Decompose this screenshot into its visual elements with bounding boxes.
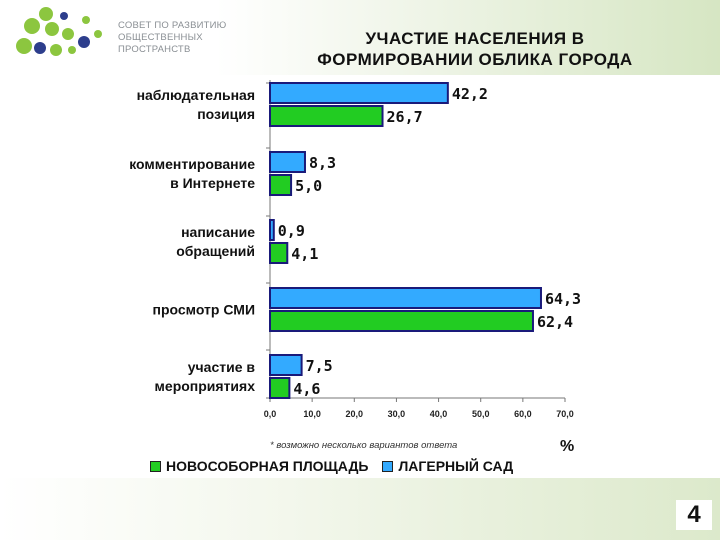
data-label: 7,5 (306, 357, 333, 375)
bar-lagerny-sad (269, 219, 275, 241)
data-label: 8,3 (309, 154, 336, 172)
data-label: 0,9 (278, 222, 305, 240)
x-tick-label: 20,0 (346, 409, 364, 419)
bar-lagerny-sad (269, 287, 542, 309)
organization-name-line: ОБЩЕСТВЕННЫХ (118, 32, 203, 43)
category-label: комментирование (129, 156, 255, 172)
category-label: просмотр СМИ (153, 302, 255, 318)
slide-title-line: УЧАСТИЕ НАСЕЛЕНИЯ В (365, 29, 585, 48)
category-label: участие в (188, 359, 256, 375)
data-label: 4,6 (293, 380, 320, 398)
organization-name-line: СОВЕТ ПО РАЗВИТИЮ (118, 20, 227, 31)
bar-novosobornaya (269, 105, 384, 127)
x-tick-label: 70,0 (556, 409, 574, 419)
category-label: написание (181, 224, 255, 240)
x-axis-unit-label: % (560, 438, 575, 455)
logo-circles-icon (16, 7, 102, 56)
slide-title-line: ФОРМИРОВАНИИ ОБЛИКА ГОРОДА (317, 50, 633, 69)
x-tick-label: 50,0 (472, 409, 490, 419)
data-label: 5,0 (295, 177, 322, 195)
x-tick-label: 60,0 (514, 409, 532, 419)
page-number: 4 (676, 500, 712, 530)
legend-item-lagerny-sad: ЛАГЕРНЫЙ САД (382, 458, 513, 474)
bar-novosobornaya (269, 377, 291, 399)
data-label: 4,1 (291, 245, 318, 263)
chart-legend: НОВОСОБОРНАЯ ПЛОЩАДЬ ЛАГЕРНЫЙ САД (150, 457, 527, 475)
x-tick-label: 10,0 (303, 409, 321, 419)
data-label: 42,2 (452, 85, 488, 103)
footer-background (0, 478, 720, 540)
bar-novosobornaya (269, 174, 293, 196)
bar-lagerny-sad (269, 151, 306, 173)
category-label: мероприятиях (155, 378, 256, 394)
category-label: обращений (176, 243, 255, 259)
category-label: в Интернете (170, 175, 255, 191)
header-background (0, 0, 720, 75)
x-tick-label: 30,0 (388, 409, 406, 419)
x-tick-label: 0,0 (264, 409, 277, 419)
slide-title: УЧАСТИЕ НАСЕЛЕНИЯ В ФОРМИРОВАНИИ ОБЛИКА … (260, 28, 690, 70)
bar-novosobornaya (269, 242, 289, 264)
bar-novosobornaya (269, 310, 534, 332)
legend-item-novosobornaya: НОВОСОБОРНАЯ ПЛОЩАДЬ (150, 458, 368, 474)
legend-label: НОВОСОБОРНАЯ ПЛОЩАДЬ (166, 458, 369, 474)
footnote: * возможно несколько вариантов ответа (270, 440, 458, 451)
organization-logo: СОВЕТ ПО РАЗВИТИЮ ОБЩЕСТВЕННЫХ ПРОСТРАНС… (14, 6, 234, 66)
organization-name: СОВЕТ ПО РАЗВИТИЮ ОБЩЕСТВЕННЫХ ПРОСТРАНС… (118, 20, 248, 56)
category-label: наблюдательная (137, 87, 255, 103)
x-tick-label: 40,0 (430, 409, 448, 419)
legend-swatch (382, 460, 394, 472)
data-label: 64,3 (545, 290, 581, 308)
data-label: 26,7 (387, 108, 423, 126)
organization-name-line: ПРОСТРАНСТВ (118, 44, 191, 55)
bar-lagerny-sad (269, 354, 303, 376)
bar-chart: 0,0 10,0 20,0 30,0 40,0 50,0 60,0 70,0 42,2 26,7 н… (129, 80, 581, 419)
category-label: позиция (197, 106, 255, 122)
legend-label: ЛАГЕРНЫЙ САД (398, 458, 514, 474)
legend-swatch (150, 460, 161, 472)
bar-lagerny-sad (269, 82, 449, 104)
data-label: 62,4 (537, 313, 573, 331)
